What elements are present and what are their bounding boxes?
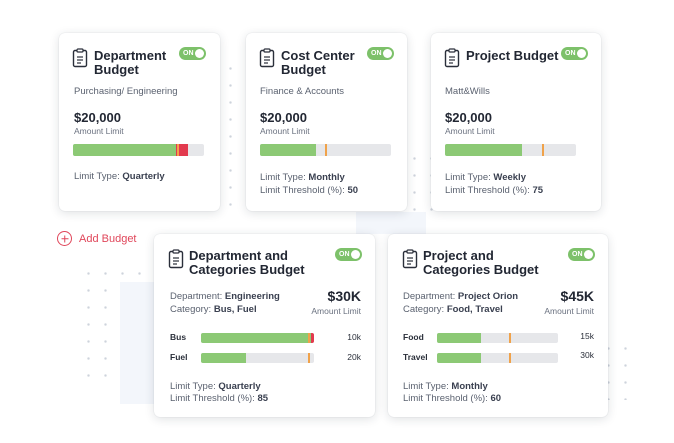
budget-card-project[interactable]: Project Budget ON Matt&Wills $20,000 Amo…: [431, 33, 601, 211]
clipboard-icon: [402, 249, 418, 269]
add-budget-button[interactable]: Add Budget: [57, 231, 137, 246]
plus-circle-icon: [57, 231, 72, 246]
category-row-value: 20k: [347, 352, 361, 362]
usage-bar: [260, 144, 391, 156]
card-title: Department and Categories Budget: [189, 248, 305, 277]
limit-type: Limit Type: Weekly: [445, 172, 526, 183]
card-subtitle: Purchasing/ Engineering: [74, 86, 178, 97]
card-title: Project Budget: [466, 48, 559, 63]
usage-bar: [445, 144, 576, 156]
on-toggle[interactable]: ON: [179, 47, 206, 60]
amount-value: $30K: [327, 288, 361, 304]
amount-label: Amount Limit: [311, 306, 361, 316]
clipboard-icon: [168, 249, 184, 269]
card-subtitle: Matt&Wills: [445, 86, 490, 97]
budget-card-department-categories[interactable]: Department and Categories Budget ON Depar…: [154, 234, 375, 417]
usage-fill: [201, 353, 247, 363]
usage-fill: [73, 144, 177, 156]
usage-fill: [437, 333, 481, 343]
overage-fill: [310, 333, 314, 343]
category-row-value: 15k: [580, 331, 594, 341]
on-toggle[interactable]: ON: [335, 248, 362, 261]
limit-threshold: Limit Threshold (%): 75: [445, 185, 544, 196]
on-toggle[interactable]: ON: [367, 47, 394, 60]
amount-label: Amount Limit: [544, 306, 594, 316]
threshold-marker: [176, 144, 179, 156]
department-info: Department: Project Orion: [403, 291, 519, 302]
usage-fill: [437, 353, 481, 363]
limit-threshold: Limit Threshold (%): 85: [170, 393, 269, 404]
threshold-marker: [542, 144, 545, 156]
amount-label: Amount Limit: [74, 126, 124, 136]
threshold-marker: [508, 333, 511, 343]
clipboard-icon: [72, 48, 88, 68]
category-row-label: Food: [403, 332, 424, 342]
threshold-marker: [308, 333, 311, 343]
overage-fill: [176, 144, 189, 156]
card-subtitle: Finance & Accounts: [260, 86, 344, 97]
budget-card-project-categories[interactable]: Project and Categories Budget ON Departme…: [388, 234, 608, 417]
threshold-marker: [508, 353, 511, 363]
background-panel: [120, 282, 156, 404]
category-row-value: 30k: [580, 350, 594, 360]
on-toggle[interactable]: ON: [561, 47, 588, 60]
budget-card-department[interactable]: Department Budget ON Purchasing/ Engineer…: [59, 33, 220, 211]
on-toggle[interactable]: ON: [568, 248, 595, 261]
limit-threshold: Limit Threshold (%): 50: [260, 185, 359, 196]
category-row-label: Bus: [170, 332, 187, 342]
budget-card-cost-center[interactable]: Cost Center Budget ON Finance & Accounts …: [246, 33, 407, 211]
amount-value: $45K: [560, 288, 594, 304]
category-info: Category: Food, Travel: [403, 304, 503, 315]
background-panel: [356, 212, 426, 234]
clipboard-icon: [259, 48, 275, 68]
limit-type: Limit Type: Quarterly: [74, 171, 165, 182]
amount-value: $20,000: [260, 110, 307, 125]
amount-value: $20,000: [445, 110, 492, 125]
threshold-marker: [308, 353, 311, 363]
usage-fill: [445, 144, 523, 156]
category-info: Category: Bus, Fuel: [170, 304, 257, 315]
add-budget-label: Add Budget: [79, 232, 137, 245]
card-title: Cost Center Budget: [281, 48, 355, 77]
amount-value: $20,000: [74, 110, 121, 125]
usage-fill: [201, 333, 311, 343]
category-row-value: 10k: [347, 332, 361, 342]
usage-bar: [73, 144, 204, 156]
card-title: Project and Categories Budget: [423, 248, 539, 277]
clipboard-icon: [444, 48, 460, 68]
department-info: Department: Engineering: [170, 291, 280, 302]
background-dots: [222, 60, 242, 210]
card-title: Department Budget: [94, 48, 167, 77]
usage-fill: [260, 144, 317, 156]
category-usage-bar: [201, 353, 314, 363]
category-row-label: Fuel: [170, 352, 188, 362]
limit-threshold: Limit Threshold (%): 60: [403, 393, 502, 404]
limit-type: Limit Type: Quarterly: [170, 381, 261, 392]
limit-type: Limit Type: Monthly: [403, 381, 488, 392]
amount-label: Amount Limit: [260, 126, 310, 136]
threshold-marker: [324, 144, 327, 156]
limit-type: Limit Type: Monthly: [260, 172, 345, 183]
amount-label: Amount Limit: [445, 126, 495, 136]
category-row-label: Travel: [403, 352, 428, 362]
category-usage-bar: [437, 353, 558, 363]
category-usage-bar: [437, 333, 558, 343]
category-usage-bar: [201, 333, 314, 343]
